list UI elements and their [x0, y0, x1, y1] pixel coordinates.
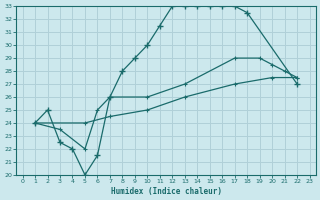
- X-axis label: Humidex (Indice chaleur): Humidex (Indice chaleur): [111, 187, 221, 196]
